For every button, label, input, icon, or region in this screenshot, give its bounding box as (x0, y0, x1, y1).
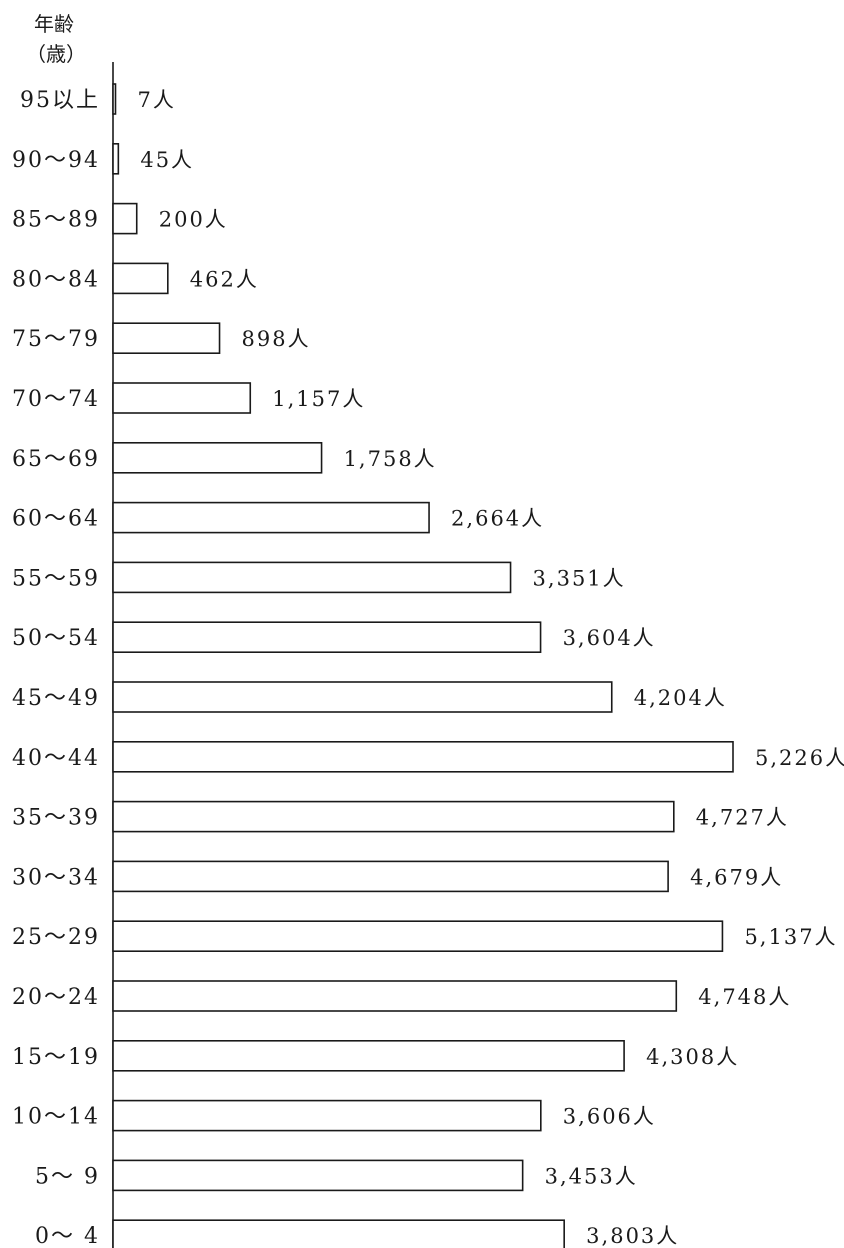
category-label: 75〜79 (12, 327, 100, 352)
value-label: 898人 (242, 327, 311, 351)
category-label: 55〜59 (12, 566, 100, 591)
bar (112, 322, 221, 355)
value-label: 3,604人 (563, 626, 656, 650)
bar (112, 262, 169, 295)
value-label: 4,679人 (690, 865, 783, 889)
bar (112, 561, 512, 594)
y-axis-title-line2: （歳） (26, 42, 86, 66)
bar (112, 1159, 524, 1192)
bar (112, 740, 734, 773)
category-label: 95以上 (20, 88, 100, 113)
bar (112, 980, 678, 1012)
bar (112, 441, 323, 474)
bar (112, 202, 138, 235)
value-label: 3,606人 (563, 1105, 656, 1129)
category-label: 70〜74 (12, 387, 100, 412)
bar (112, 83, 117, 115)
value-label: 462人 (190, 267, 259, 291)
category-label: 85〜89 (12, 208, 100, 233)
bar (112, 501, 430, 534)
category-label: 20〜24 (12, 985, 100, 1010)
value-label: 1,157人 (272, 387, 365, 411)
bar (112, 800, 675, 833)
value-label: 45人 (140, 148, 194, 172)
category-label: 30〜34 (12, 865, 100, 890)
value-label: 4,727人 (696, 806, 789, 830)
bar (112, 1040, 625, 1072)
bar (112, 1099, 542, 1132)
category-label: 60〜64 (12, 507, 100, 532)
value-label: 4,204人 (634, 686, 727, 710)
value-label: 4,308人 (646, 1045, 739, 1069)
bar (112, 681, 613, 713)
category-label: 10〜14 (12, 1105, 100, 1130)
value-label: 4,748人 (698, 985, 791, 1009)
category-label: 5〜 9 (35, 1164, 100, 1189)
value-label: 3,803人 (586, 1224, 679, 1248)
category-label: 0〜 4 (35, 1224, 100, 1248)
value-label: 3,453人 (545, 1164, 638, 1188)
y-axis-title-line1: 年齢 (34, 12, 74, 36)
bar (112, 1219, 565, 1248)
bar (112, 621, 542, 654)
bar (112, 920, 724, 953)
category-label: 50〜54 (12, 626, 100, 651)
value-label: 7人 (138, 88, 176, 112)
category-label: 25〜29 (12, 925, 100, 950)
value-label: 3,351人 (533, 566, 626, 590)
category-label: 80〜84 (12, 267, 100, 292)
bar (112, 382, 252, 414)
value-label: 2,664人 (451, 507, 544, 531)
bar (112, 860, 669, 893)
bar (112, 143, 120, 175)
category-label: 90〜94 (12, 148, 100, 173)
value-label: 5,226人 (755, 746, 844, 770)
category-label: 35〜39 (12, 806, 100, 831)
value-label: 1,758人 (344, 447, 437, 471)
category-label: 45〜49 (12, 686, 100, 711)
category-label: 40〜44 (12, 746, 100, 771)
value-label: 200人 (159, 208, 228, 232)
category-label: 15〜19 (12, 1045, 100, 1070)
value-label: 5,137人 (744, 925, 837, 949)
category-label: 65〜69 (12, 447, 100, 472)
